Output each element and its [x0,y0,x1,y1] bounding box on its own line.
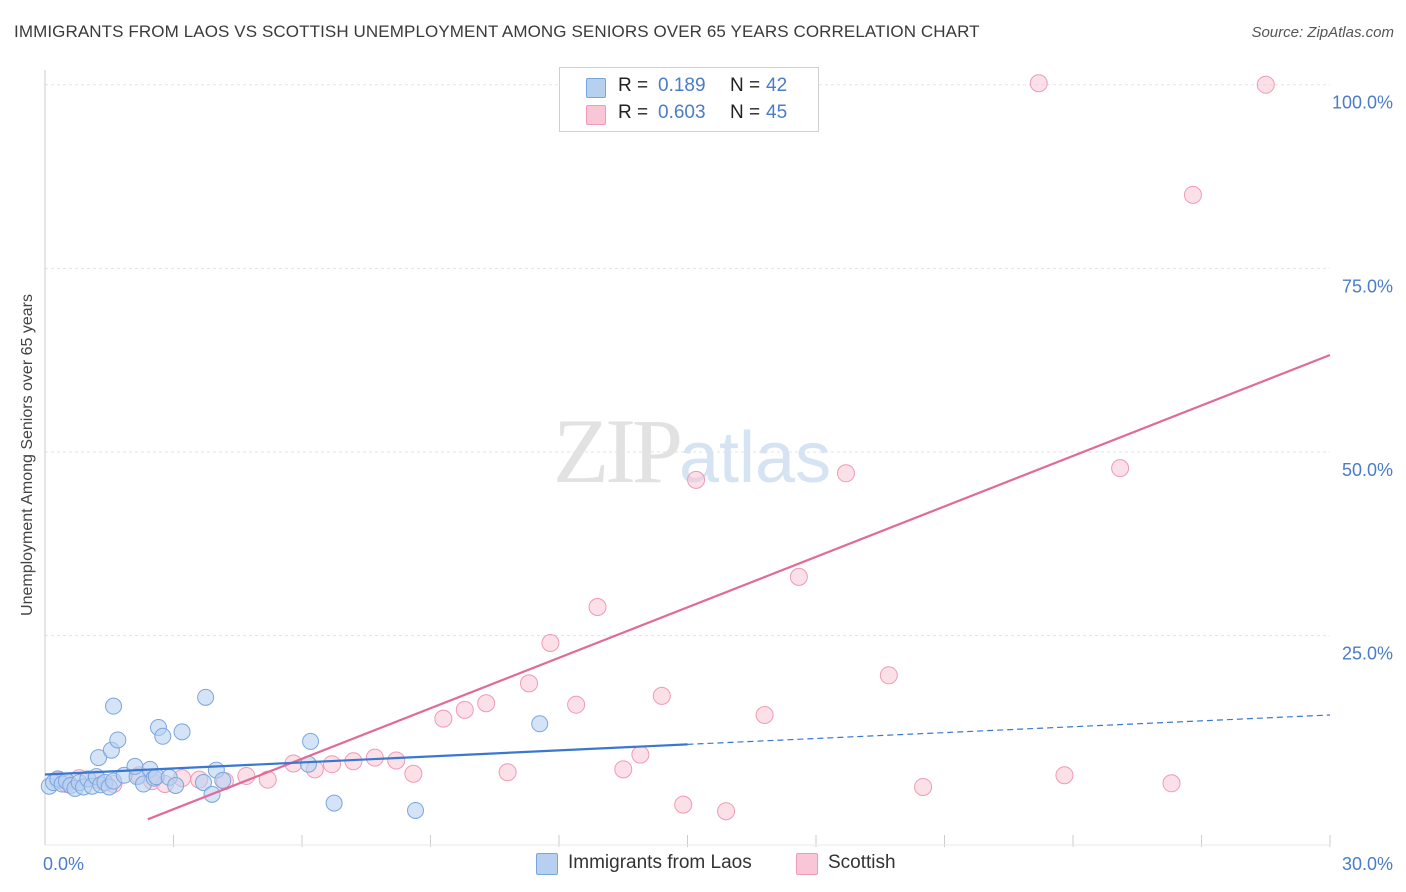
data-point-scottish [365,748,384,767]
data-point-scottish [567,695,586,714]
bottom-legend-label-laos: Immigrants from Laos [568,852,752,873]
data-point-scottish [541,633,560,652]
data-point-laos [197,688,215,706]
chart-title: IMMIGRANTS FROM LAOS VS SCOTTISH UNEMPLO… [14,22,980,41]
data-point-scottish [755,705,774,724]
data-point-scottish [588,597,607,616]
data-point-scottish [631,745,650,764]
legend-swatch-scottish [586,105,606,125]
data-point-scottish [1183,185,1202,204]
watermark-zip: ZIP [553,400,683,502]
legend-n-value: 42 [766,75,788,96]
data-point-scottish [614,760,633,779]
legend-row-scottish: R = 0.603 N = 45 [560,101,818,127]
scottish-points [48,74,1275,821]
data-point-laos [194,774,212,792]
y-tick-label: 100.0% [1332,93,1393,113]
data-point-scottish [1055,766,1074,785]
data-point-scottish [789,567,808,586]
data-point-laos [214,771,232,789]
data-point-laos [109,731,127,749]
data-point-scottish [652,686,671,705]
data-point-scottish [455,700,474,719]
watermark-atlas: atlas [679,418,832,498]
data-point-scottish [914,777,933,796]
bottom-legend-swatch-scottish [796,853,818,875]
legend-n-value: 45 [766,102,788,123]
data-point-scottish [387,751,406,770]
source-label: Source: ZipAtlas.com [1251,24,1394,41]
data-point-scottish [836,464,855,483]
data-point-scottish [477,694,496,713]
x-tick-label: 0.0% [43,854,84,874]
legend-n-label: N = [730,102,761,123]
tick-labels: 25.0% 50.0% 75.0% 100.0% 0.0% 30.0% [43,93,1393,874]
data-point-scottish [498,763,517,782]
data-point-laos [325,794,343,812]
trend-line-laos-extension [687,714,1331,745]
data-point-scottish [879,666,898,685]
data-point-scottish [434,709,453,728]
trend-lines [44,353,1331,821]
trend-line-laos [44,743,688,776]
bottom-legend-label-scottish: Scottish [828,852,896,873]
legend-r-value: 0.189 [658,75,706,96]
data-point-scottish [1162,774,1181,793]
legend-swatch-laos [586,78,606,98]
data-point-scottish [1029,74,1048,93]
y-tick-label: 75.0% [1342,276,1393,296]
data-point-scottish [687,470,706,489]
data-point-laos [167,776,185,794]
legend-r-value: 0.603 [658,102,706,123]
y-tick-label: 25.0% [1342,644,1393,664]
legend-row-laos: R = 0.189 N = 42 [560,74,818,100]
data-point-laos [531,715,549,733]
legend-n-label: N = [730,75,761,96]
data-point-laos [302,732,320,750]
data-point-scottish [322,755,341,774]
data-point-laos [126,757,144,775]
data-point-laos [407,801,425,819]
legend-r-label: R = [618,102,649,123]
grid [45,84,1331,847]
data-point-scottish [404,764,423,783]
watermark: ZIPatlas [553,398,831,504]
data-point-scottish [1111,459,1130,478]
y-tick-label: 50.0% [1342,460,1393,480]
trend-line-scottish [147,353,1331,821]
data-point-laos [105,697,123,715]
data-point-scottish [237,766,256,785]
data-point-laos [173,723,191,741]
bottom-legend-swatch-laos [536,853,558,875]
x-tick-label: 30.0% [1342,854,1393,874]
legend-r-label: R = [618,75,649,96]
data-point-scottish [1256,75,1275,94]
legend: R = 0.189 N = 42 R = 0.603 N = 45 [559,67,819,132]
data-point-scottish [674,795,693,814]
data-point-scottish [717,802,736,821]
data-point-laos [154,727,172,745]
data-point-laos [90,749,108,767]
axes [44,70,1330,846]
data-point-scottish [520,674,539,693]
